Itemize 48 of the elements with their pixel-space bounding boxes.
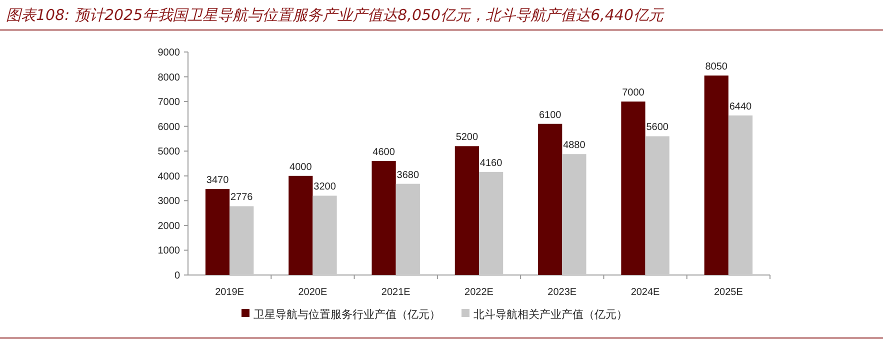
data-label: 7000	[622, 88, 645, 99]
y-tick-label: 1000	[158, 246, 180, 257]
x-tick-label: 2023E	[548, 287, 577, 298]
data-label: 5200	[456, 132, 479, 144]
y-tick-label: 9000	[158, 48, 180, 58]
data-label: 4000	[290, 162, 312, 173]
bar	[728, 115, 753, 275]
x-tick-label: 2025E	[714, 287, 744, 298]
data-label: 4600	[372, 147, 396, 158]
x-tick-label: 2019E	[215, 287, 244, 298]
data-label: 3200	[314, 182, 336, 193]
bar	[205, 189, 230, 275]
y-tick-label: 0	[174, 270, 180, 282]
bar	[396, 184, 420, 275]
y-tick-label: 5000	[158, 146, 180, 158]
x-tick-label: 2020E	[298, 287, 328, 298]
bar	[538, 124, 562, 275]
bar	[562, 154, 586, 275]
x-tick-label: 2021E	[381, 287, 411, 298]
data-label: 8050	[705, 62, 728, 73]
y-tick-label: 6000	[158, 122, 180, 133]
data-label: 4880	[563, 140, 586, 152]
legend-label: 卫星导航与位置服务行业产值（亿元）	[254, 308, 440, 321]
y-tick-label: 7000	[158, 97, 180, 108]
data-label: 3470	[206, 175, 230, 186]
x-tick-label: 2024E	[630, 287, 660, 298]
y-tick-label: 4000	[158, 171, 180, 182]
x-tick-label: 2022E	[464, 287, 494, 298]
bar	[230, 206, 254, 275]
data-label: 3680	[396, 170, 420, 181]
bar	[645, 136, 670, 275]
chart-title: 图表108: 预计2025年我国卫星导航与位置服务产业产值达8,050亿元，北斗导航产值达6,440亿元	[6, 6, 665, 24]
y-tick-label: 8000	[158, 72, 180, 84]
data-label: 5600	[646, 122, 669, 134]
bar	[312, 196, 337, 275]
bar	[621, 102, 646, 275]
bar	[479, 172, 504, 275]
y-tick-label: 2000	[158, 220, 180, 232]
data-label: 2776	[230, 192, 254, 204]
bar	[372, 161, 396, 275]
bar	[454, 146, 479, 275]
y-tick-label: 3000	[158, 196, 180, 208]
data-label: 6100	[538, 110, 562, 121]
legend-label: 北斗导航相关产业产值（亿元）	[474, 308, 628, 321]
data-label: 4160	[480, 158, 503, 169]
data-label: 6440	[729, 101, 752, 112]
bar	[704, 76, 728, 275]
bar	[288, 176, 313, 275]
